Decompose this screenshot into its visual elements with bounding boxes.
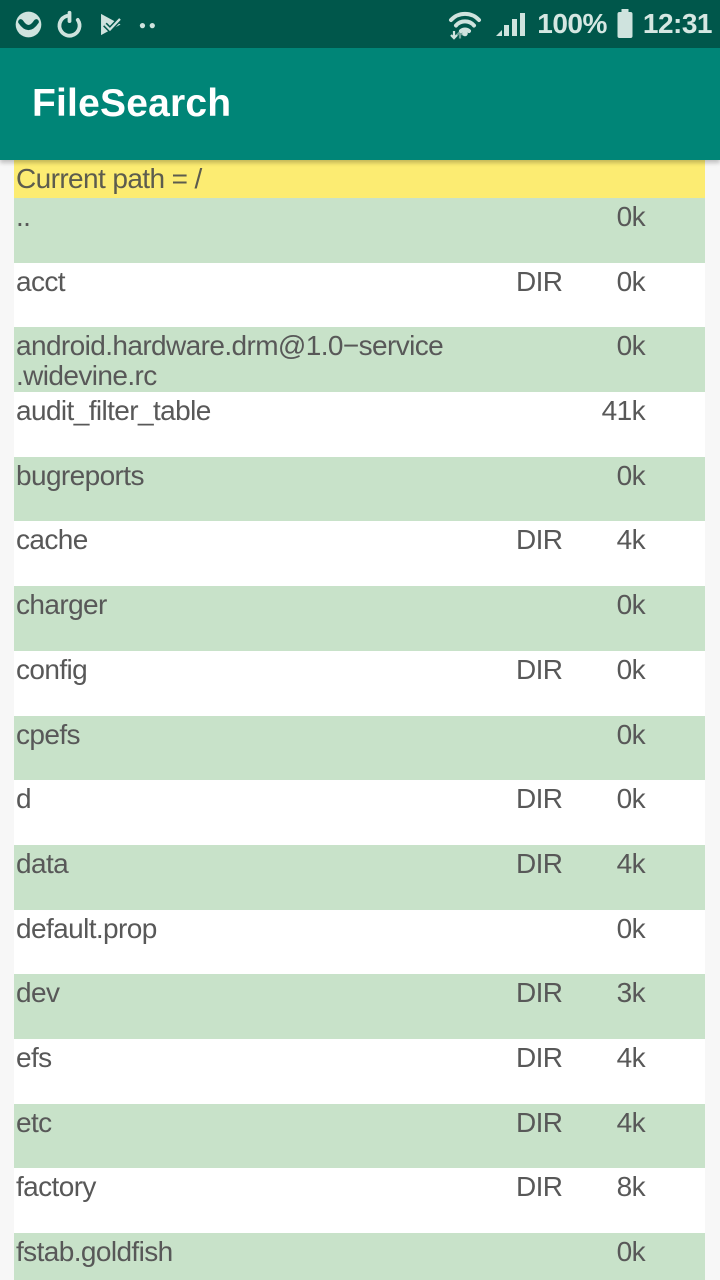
clock-label: 12:31 bbox=[642, 8, 713, 39]
file-name: config bbox=[16, 654, 88, 685]
file-size: 0k bbox=[616, 653, 646, 685]
file-row[interactable]: d DIR 0k bbox=[14, 780, 705, 845]
file-name: audit_filter_table bbox=[16, 396, 211, 427]
file-size: 4k bbox=[616, 1041, 646, 1073]
file-name: charger bbox=[16, 590, 107, 621]
file-type: DIR bbox=[516, 847, 563, 879]
file-row[interactable]: default.prop 0k bbox=[14, 909, 705, 975]
file-row[interactable]: android.hardware.drm@1.0−service .widevi… bbox=[14, 327, 705, 393]
file-size: 0k bbox=[616, 718, 646, 750]
file-size: 0k bbox=[616, 459, 646, 491]
file-name: efs bbox=[16, 1042, 52, 1073]
file-name: acct bbox=[16, 266, 66, 297]
file-row[interactable]: cpefs 0k bbox=[14, 715, 705, 781]
file-row[interactable]: acct DIR 0k bbox=[14, 262, 705, 328]
file-name: fstab.goldfish bbox=[16, 1237, 173, 1267]
smiley-icon bbox=[15, 11, 42, 37]
file-size: 4k bbox=[616, 524, 646, 556]
file-size: 0k bbox=[616, 265, 646, 297]
file-row[interactable]: data DIR 4k bbox=[14, 844, 705, 910]
file-type: DIR bbox=[516, 524, 563, 556]
file-type: DIR bbox=[516, 1106, 563, 1138]
status-bar: 100% 12:31 bbox=[0, 0, 720, 48]
file-row[interactable]: .. 0k bbox=[14, 198, 705, 263]
file-row[interactable]: audit_filter_table 41k bbox=[14, 392, 705, 457]
file-size: 41k bbox=[601, 395, 646, 427]
battery-icon bbox=[617, 9, 633, 38]
app-bar: FileSearch bbox=[0, 48, 720, 160]
file-type: DIR bbox=[516, 977, 563, 1009]
file-name: etc bbox=[16, 1107, 52, 1138]
file-name: .. bbox=[16, 202, 31, 232]
app-title: FileSearch bbox=[32, 82, 232, 125]
file-list: Current path = / .. 0k acct DIR 0k andro… bbox=[14, 160, 705, 1280]
file-size: 4k bbox=[616, 1106, 646, 1138]
file-name: cache bbox=[16, 525, 88, 556]
file-name: android.hardware.drm@1.0−service .widevi… bbox=[16, 331, 444, 392]
file-type: DIR bbox=[516, 653, 563, 685]
status-bar-notification-area bbox=[0, 10, 445, 39]
play-protect-icon bbox=[101, 13, 122, 35]
file-size: 3k bbox=[616, 977, 646, 1009]
file-row[interactable]: efs DIR 4k bbox=[14, 1038, 705, 1104]
file-size: 0k bbox=[616, 201, 646, 232]
file-name: cpefs bbox=[16, 719, 81, 750]
file-size: 0k bbox=[616, 1236, 646, 1267]
file-type: DIR bbox=[516, 265, 563, 297]
wifi-icon bbox=[449, 11, 482, 40]
battery-percent-label: 100% bbox=[537, 8, 607, 39]
file-name: bugreports bbox=[16, 460, 144, 491]
file-row[interactable]: config DIR 0k bbox=[14, 650, 705, 716]
current-path-row: Current path = / bbox=[14, 160, 705, 198]
file-size: 8k bbox=[616, 1171, 646, 1203]
file-row[interactable]: bugreports 0k bbox=[14, 456, 705, 522]
file-name: default.prop bbox=[16, 913, 157, 944]
file-row[interactable]: etc DIR 4k bbox=[14, 1103, 705, 1169]
file-size: 4k bbox=[616, 847, 646, 879]
file-size: 0k bbox=[616, 589, 646, 621]
timer-icon bbox=[57, 10, 82, 38]
file-name: d bbox=[16, 784, 32, 815]
file-row[interactable]: fstab.goldfish 0k bbox=[14, 1233, 705, 1280]
file-type: DIR bbox=[516, 1041, 563, 1073]
signal-icon bbox=[496, 13, 526, 36]
status-bar-system-area: 100% 12:31 bbox=[445, 7, 720, 41]
file-name: factory bbox=[16, 1172, 96, 1203]
file-type: DIR bbox=[516, 1171, 563, 1203]
file-type: DIR bbox=[516, 783, 563, 815]
file-name: data bbox=[16, 848, 69, 879]
file-name: dev bbox=[16, 978, 60, 1009]
file-row[interactable]: cache DIR 4k bbox=[14, 521, 705, 587]
file-row[interactable]: factory DIR 8k bbox=[14, 1168, 705, 1233]
file-size: 0k bbox=[616, 912, 646, 944]
file-size: 0k bbox=[616, 330, 646, 362]
file-size: 0k bbox=[616, 783, 646, 815]
file-row[interactable]: charger 0k bbox=[14, 586, 705, 651]
file-row[interactable]: dev DIR 3k bbox=[14, 974, 705, 1039]
more-notifications-dots-icon bbox=[139, 22, 155, 28]
